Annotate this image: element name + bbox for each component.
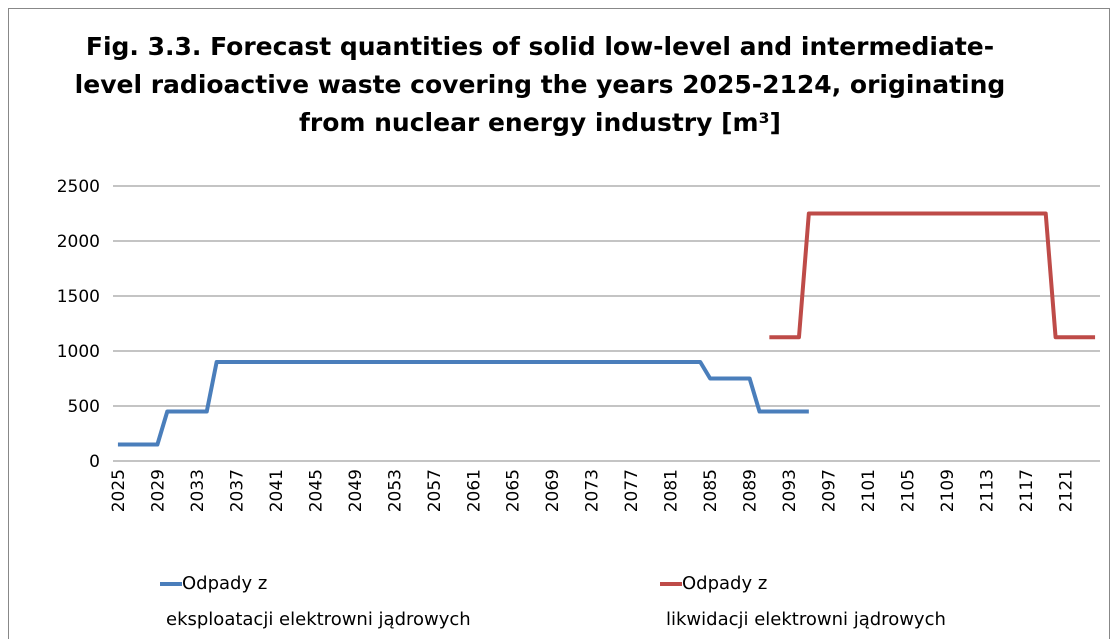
- x-tick-label: 2073: [583, 469, 603, 512]
- x-tick-label: 2045: [306, 469, 326, 512]
- legend-label: Odpady z eksploatacji elektrowni jądrowy…: [166, 573, 471, 630]
- legend-label: Odpady z likwidacji elektrowni jądrowych: [666, 573, 946, 630]
- y-tick-label: 2000: [57, 232, 100, 252]
- x-tick-label: 2113: [977, 469, 997, 512]
- x-tick-label: 2077: [622, 469, 642, 512]
- x-tick-label: 2065: [504, 469, 524, 512]
- y-tick-label: 500: [68, 397, 100, 417]
- x-tick-label: 2057: [425, 469, 445, 512]
- x-tick-label: 2097: [820, 469, 840, 512]
- x-tick-label: 2121: [1056, 469, 1076, 512]
- x-tick-label: 2117: [1017, 469, 1037, 512]
- x-tick-label: 2101: [859, 469, 879, 512]
- chart-border: [8, 8, 1110, 639]
- y-tick-label: 0: [89, 452, 100, 472]
- x-tick-label: 2085: [701, 469, 721, 512]
- x-tick-label: 2033: [188, 469, 208, 512]
- x-tick-label: 2093: [780, 469, 800, 512]
- x-tick-label: 2029: [148, 469, 168, 512]
- chart-title: Fig. 3.3. Forecast quantities of solid l…: [74, 32, 1006, 137]
- x-tick-label: 2053: [385, 469, 405, 512]
- x-tick-label: 2041: [267, 469, 287, 512]
- x-tick-label: 2037: [227, 469, 247, 512]
- x-tick-label: 2069: [543, 469, 563, 512]
- x-tick-label: 2089: [741, 469, 761, 512]
- y-tick-label: 2500: [57, 177, 100, 197]
- x-tick-label: 2025: [109, 469, 129, 512]
- y-tick-label: 1000: [57, 342, 100, 362]
- x-tick-label: 2105: [899, 469, 919, 512]
- x-tick-label: 2049: [346, 469, 366, 512]
- x-tick-label: 2109: [938, 469, 958, 512]
- series-line: [769, 211, 1096, 340]
- x-tick-label: 2061: [464, 469, 484, 512]
- x-tick-label: 2081: [662, 469, 682, 512]
- y-tick-label: 1500: [57, 287, 100, 307]
- series-line: [117, 360, 809, 447]
